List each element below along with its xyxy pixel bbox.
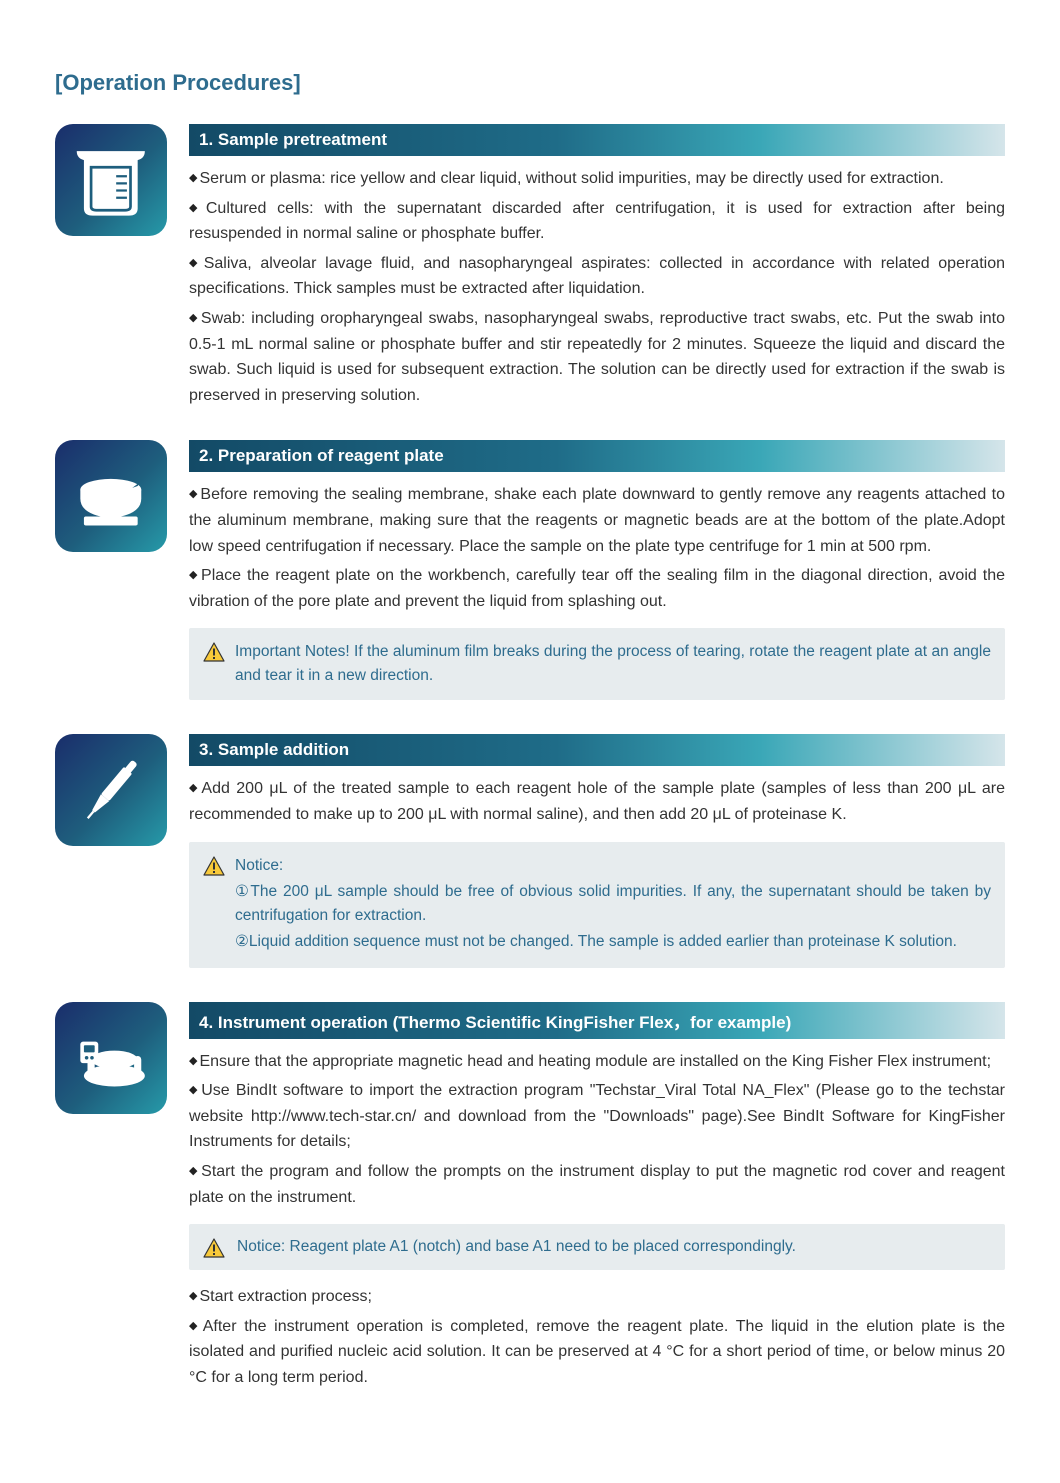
section-3-notice-title: Notice:	[235, 854, 991, 878]
section-1-bullet: Cultured cells: with the supernatant dis…	[189, 196, 1005, 247]
section-2-body: 2. Preparation of reagent plate Before r…	[189, 440, 1005, 706]
section-4-bullet: After the instrument operation is comple…	[189, 1314, 1005, 1391]
section-3-bullet: Add 200 μL of the treated sample to each…	[189, 776, 1005, 827]
page: [Operation Procedures] 1. Sample pretrea…	[0, 0, 1060, 1483]
instrument-icon	[55, 1002, 167, 1114]
page-title: [Operation Procedures]	[55, 70, 1005, 96]
section-1-bullet: Serum or plasma: rice yellow and clear l…	[189, 166, 1005, 192]
section-4-body: 4. Instrument operation (Thermo Scientif…	[189, 1002, 1005, 1395]
beaker-icon	[55, 124, 167, 236]
pipette-icon	[55, 734, 167, 846]
section-3-notice-line: ②Liquid addition sequence must not be ch…	[235, 930, 991, 954]
section-2: 2. Preparation of reagent plate Before r…	[55, 440, 1005, 706]
section-2-notice-text: Important Notes! If the aluminum film br…	[235, 640, 991, 688]
section-1: 1. Sample pretreatment Serum or plasma: …	[55, 124, 1005, 412]
section-1-header: 1. Sample pretreatment	[189, 124, 1005, 156]
section-3-notice-body: Notice: ①The 200 μL sample should be fre…	[235, 854, 991, 956]
section-1-bullet: Swab: including oropharyngeal swabs, nas…	[189, 306, 1005, 408]
section-4-notice-text: Notice: Reagent plate A1 (notch) and bas…	[237, 1238, 796, 1256]
section-3: 3. Sample addition Add 200 μL of the tre…	[55, 734, 1005, 973]
section-2-header: 2. Preparation of reagent plate	[189, 440, 1005, 472]
warning-icon	[203, 1238, 225, 1258]
section-1-body: 1. Sample pretreatment Serum or plasma: …	[189, 124, 1005, 412]
section-4-bullet: Start extraction process;	[189, 1284, 1005, 1310]
section-2-bullet: Before removing the sealing membrane, sh…	[189, 482, 1005, 559]
section-4-bullet: Ensure that the appropriate magnetic hea…	[189, 1049, 1005, 1075]
section-2-notice: Important Notes! If the aluminum film br…	[189, 628, 1005, 700]
section-3-header: 3. Sample addition	[189, 734, 1005, 766]
section-4-bullet: Use BindIt software to import the extrac…	[189, 1078, 1005, 1155]
section-4-bullet: Start the program and follow the prompts…	[189, 1159, 1005, 1210]
section-4-header: 4. Instrument operation (Thermo Scientif…	[189, 1002, 1005, 1039]
section-1-bullet: Saliva, alveolar lavage fluid, and nasop…	[189, 251, 1005, 302]
warning-icon	[203, 642, 225, 662]
plate-icon	[55, 440, 167, 552]
section-3-notice-line: ①The 200 μL sample should be free of obv…	[235, 880, 991, 928]
section-4-notice: Notice: Reagent plate A1 (notch) and bas…	[189, 1224, 1005, 1270]
section-4: 4. Instrument operation (Thermo Scientif…	[55, 1002, 1005, 1395]
section-3-notice: Notice: ①The 200 μL sample should be fre…	[189, 842, 1005, 968]
section-3-body: 3. Sample addition Add 200 μL of the tre…	[189, 734, 1005, 973]
warning-icon	[203, 856, 225, 876]
section-2-bullet: Place the reagent plate on the workbench…	[189, 563, 1005, 614]
